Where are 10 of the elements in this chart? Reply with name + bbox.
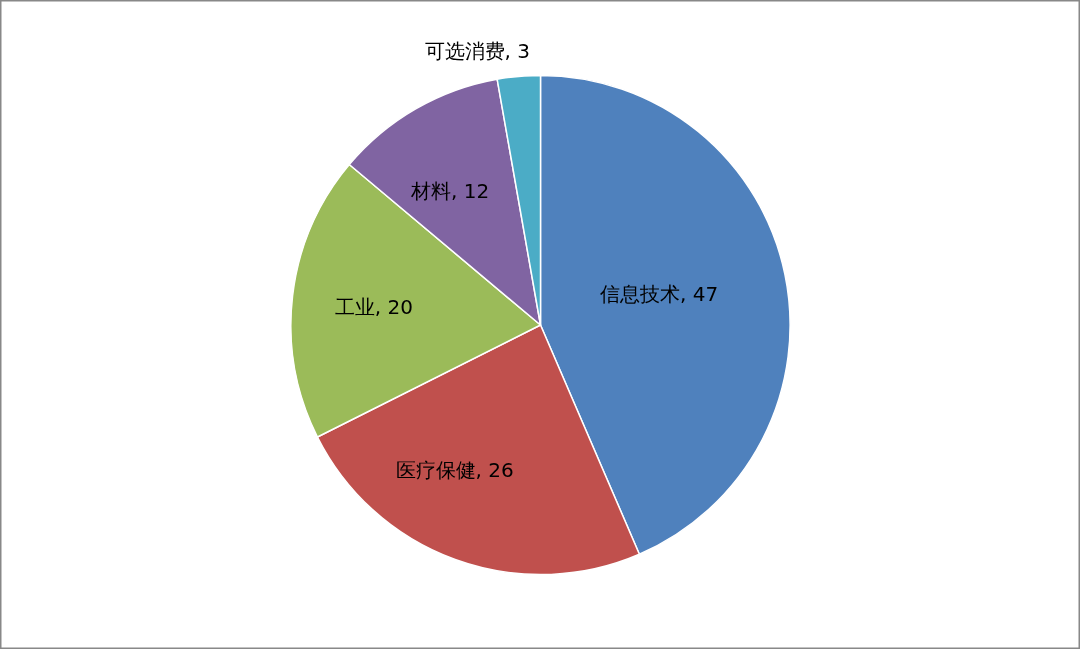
slice-label: 材料 (410, 178, 452, 203)
data-label: , 20 (374, 295, 413, 320)
slice-label: 可选消费 (424, 39, 505, 64)
data-label: , 47 (680, 281, 719, 306)
slice-label: 信息技术 (600, 281, 681, 306)
data-label: , 3 (504, 39, 531, 64)
slice-label: 工业 (334, 295, 375, 320)
data-label: , 12 (451, 178, 490, 203)
data-label: , 26 (475, 458, 514, 483)
slice-label: 医疗保健 (395, 458, 476, 483)
